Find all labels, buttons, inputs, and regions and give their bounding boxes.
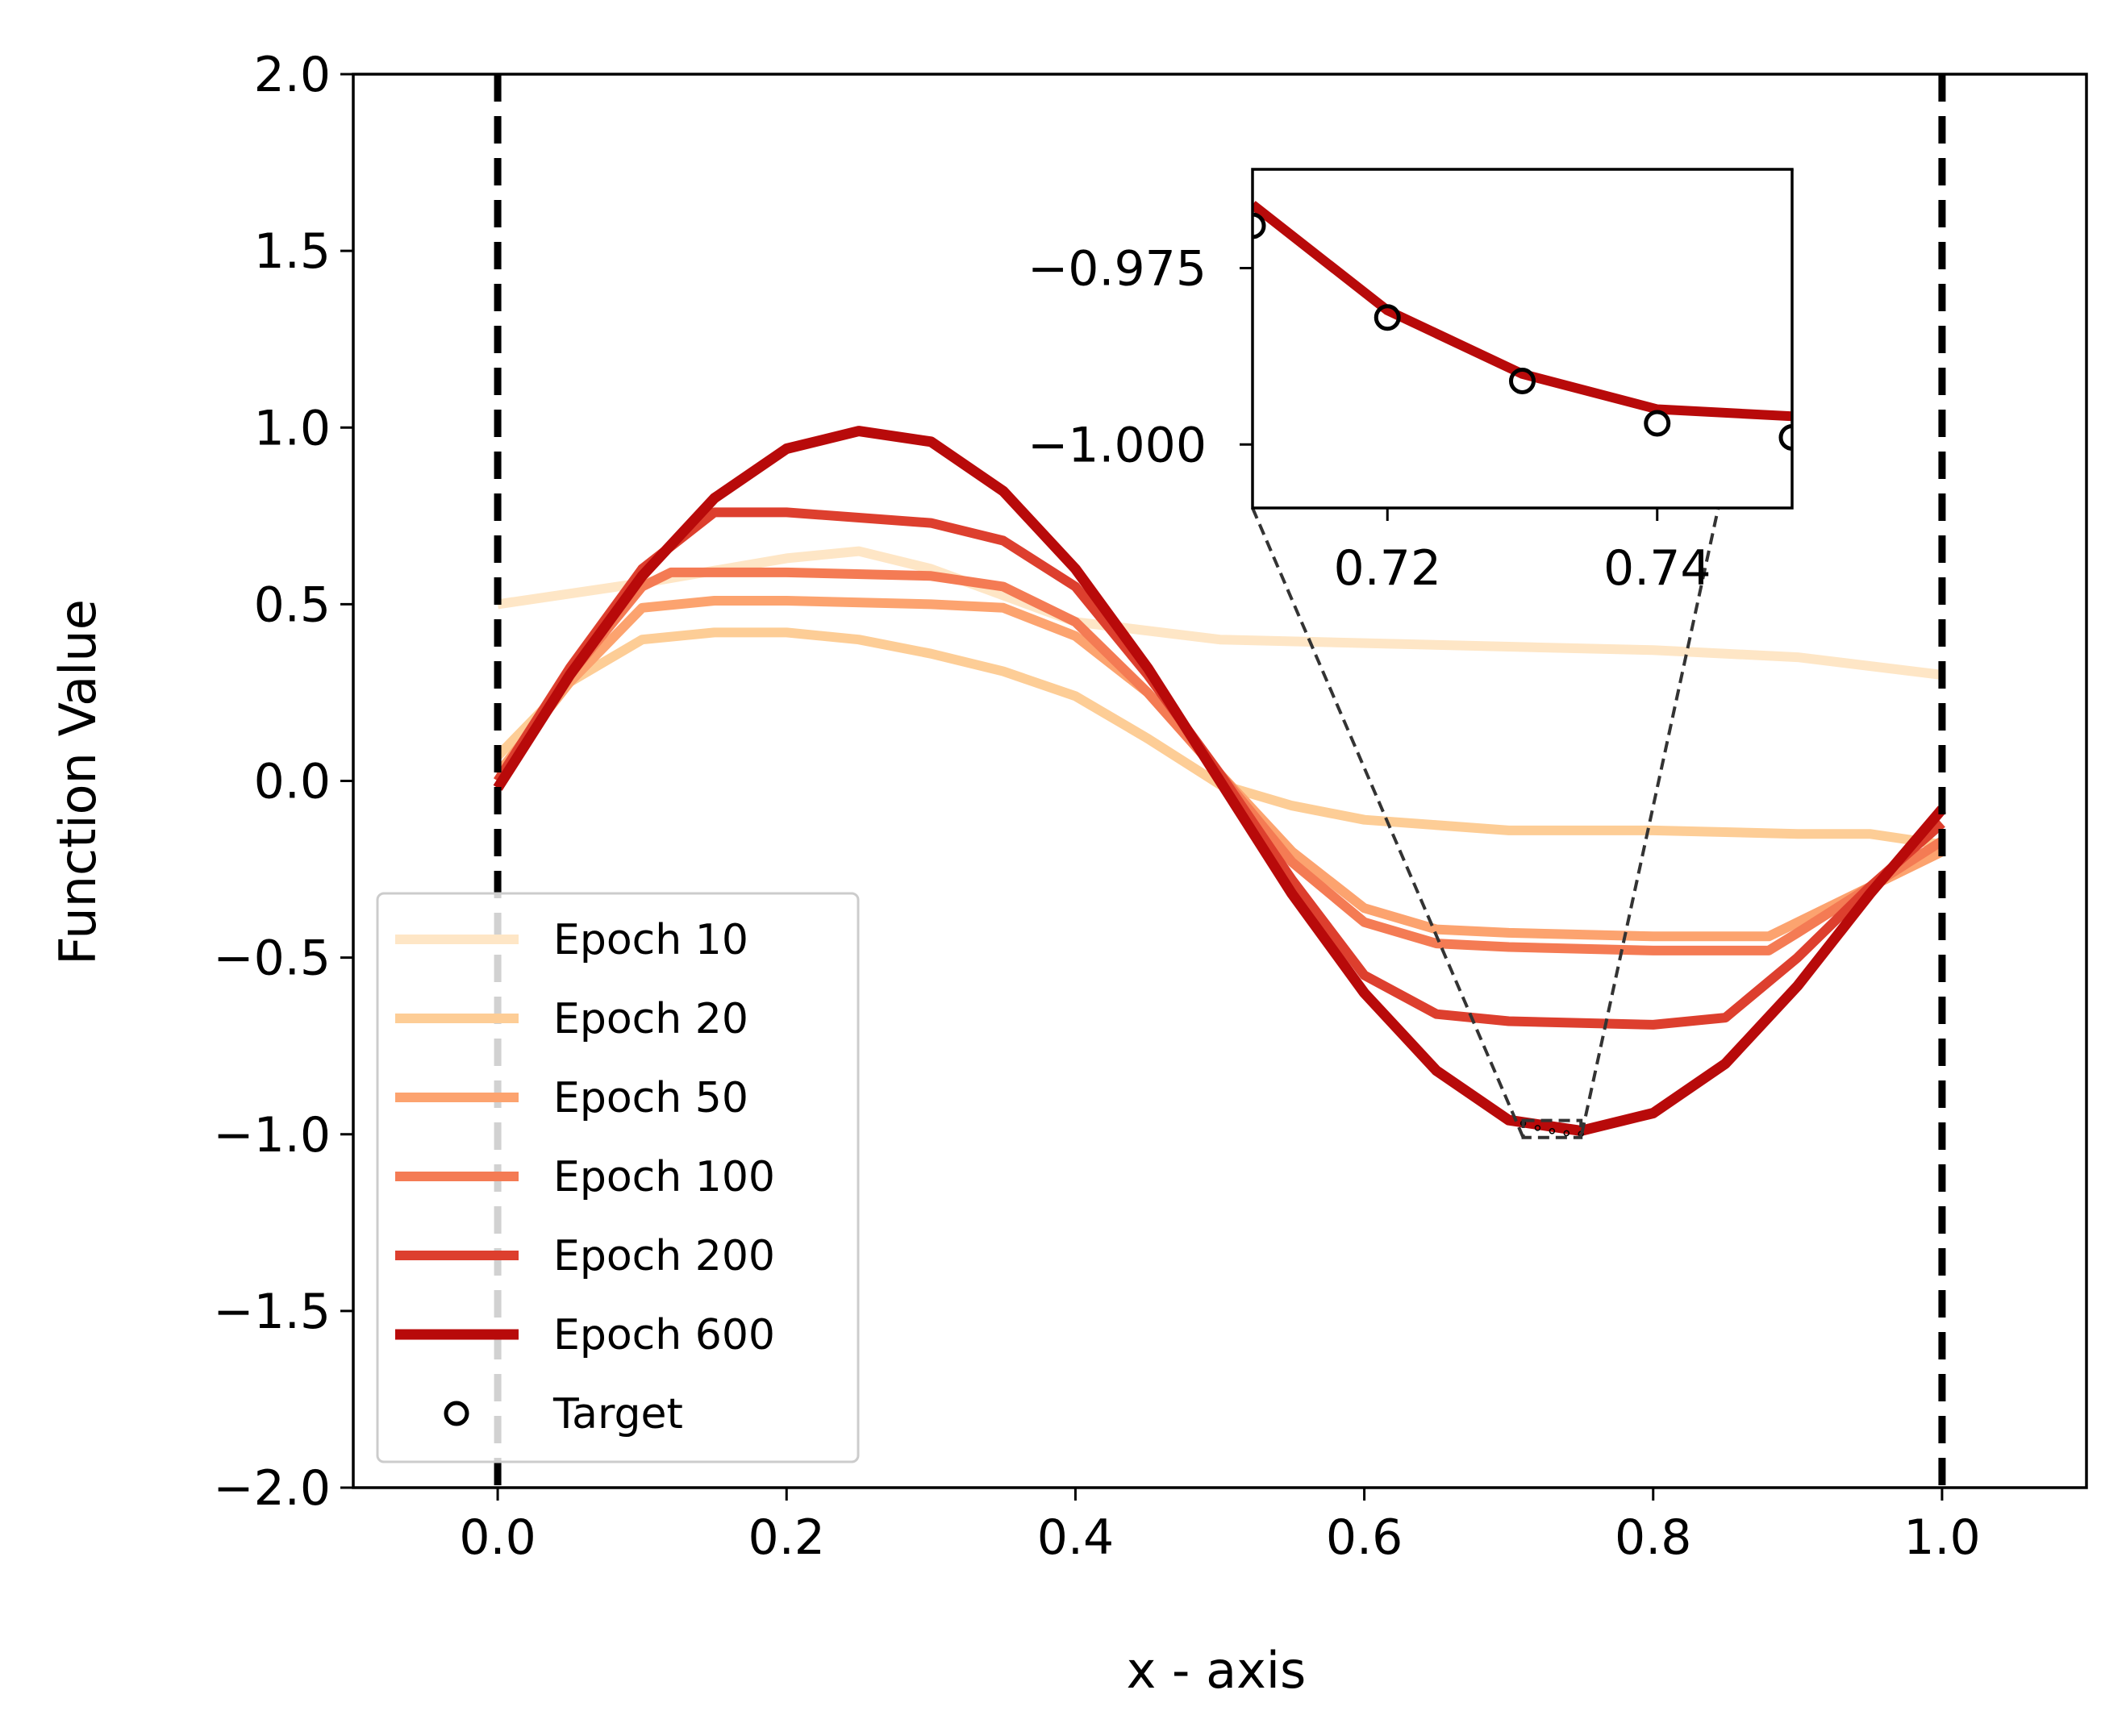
inset-target-point: [1644, 410, 1671, 437]
legend-label: Epoch 10: [553, 916, 748, 964]
legend-label: Epoch 20: [553, 995, 748, 1043]
inset-x-tick-label: 0.72: [1333, 540, 1441, 597]
target-point: [1549, 1128, 1556, 1134]
y-tick-label: −2.0: [213, 1460, 331, 1517]
target-point: [1534, 1125, 1541, 1131]
inset-target-point: [1253, 212, 1266, 239]
inset-target-point: [1778, 424, 1792, 451]
inset-frame: [1251, 168, 1794, 510]
inset-connector-line: [1251, 507, 1525, 1139]
main-series-group: [493, 426, 1946, 1138]
inset-y-tick-label: −1.000: [1028, 417, 1207, 473]
x-tick-label: 0.2: [748, 1509, 825, 1566]
y-tick-label: 0.0: [254, 754, 331, 810]
legend-target-marker: [444, 1401, 469, 1426]
y-tick-label: 0.5: [254, 577, 331, 633]
inset-background: [1253, 169, 1792, 508]
legend-label: Epoch 100: [553, 1153, 775, 1201]
x-axis-label: x - axis: [1127, 1641, 1307, 1700]
zoom-region-box: [1521, 1118, 1583, 1139]
x-tick-label: 0.6: [1326, 1509, 1403, 1566]
x-tick-label: 0.8: [1615, 1509, 1691, 1566]
inset-target-point: [1374, 304, 1401, 331]
inset-y-tick-label: −0.975: [1028, 241, 1207, 298]
inset-plot: 0.72 0.74 −0.975 −1.000: [1028, 168, 1794, 1139]
legend-label: Epoch 200: [553, 1232, 775, 1280]
series-line-epoch-600: [493, 426, 1946, 1136]
inset-series-group: [1253, 201, 1792, 451]
inset-series-line-epoch-600: [1253, 201, 1792, 422]
series-line-epoch-10: [497, 546, 1943, 680]
y-tick-label: 2.0: [254, 47, 331, 103]
legend: Epoch 10 Epoch 20 Epoch 50 Epoch 100 Epoch 2…: [376, 892, 860, 1463]
legend-label: Epoch 50: [553, 1074, 748, 1122]
y-tick-label: 1.0: [254, 400, 331, 456]
legend-box: [376, 892, 860, 1463]
target-point: [1563, 1130, 1570, 1137]
series-line-epoch-20: [494, 627, 1943, 850]
y-tick-label: −1.5: [213, 1284, 331, 1340]
main-plot: 0.0 0.2 0.4 0.6 0.8 1.0 2.0 1.5 1.0 0.5 0.0 −0.5 −1.…: [213, 47, 2088, 1566]
y-tick-label: −0.5: [213, 930, 331, 987]
legend-label: Epoch 600: [553, 1311, 775, 1359]
y-tick-label: 1.5: [254, 223, 331, 280]
legend-label: Target: [552, 1390, 683, 1438]
x-tick-label: 0.4: [1037, 1509, 1114, 1566]
inset-x-tick-label: 0.74: [1603, 540, 1711, 597]
y-axis-label: Function Value: [48, 599, 107, 965]
inset-target-point: [1509, 368, 1536, 394]
x-tick-label: 1.0: [1903, 1509, 1980, 1566]
y-tick-label: −1.0: [213, 1107, 331, 1164]
x-tick-label: 0.0: [459, 1509, 536, 1566]
